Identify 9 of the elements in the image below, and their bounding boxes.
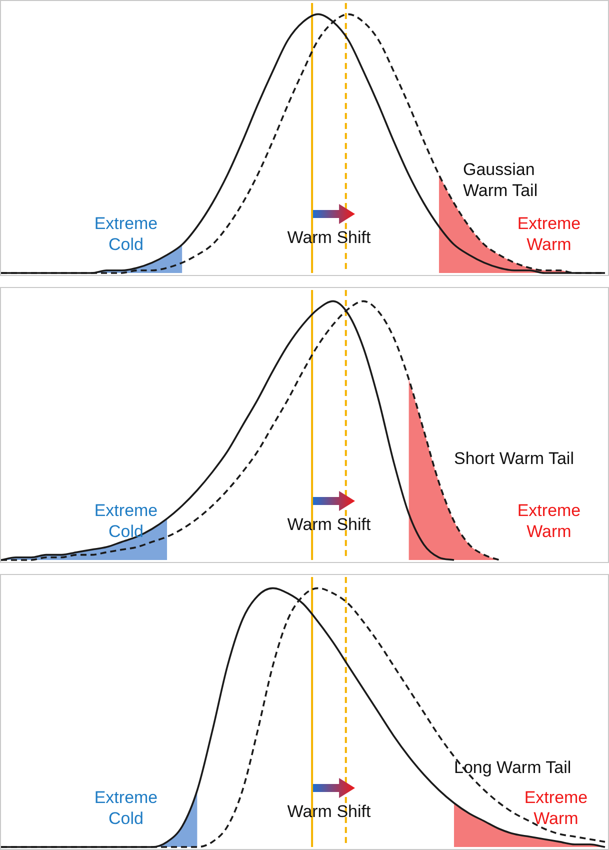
annotation: Extreme Warm [523,787,589,829]
annotation: Long Warm Tail [454,757,572,778]
annotation: Short Warm Tail [454,448,574,469]
annotation: Extreme Cold [93,500,159,542]
annotation: Extreme Warm [516,213,582,255]
annotation: Extreme Warm [516,500,582,542]
annotation: Gaussian Warm Tail [463,159,539,201]
annotation: Extreme Cold [93,213,159,255]
annotation: Extreme Cold [93,787,159,829]
